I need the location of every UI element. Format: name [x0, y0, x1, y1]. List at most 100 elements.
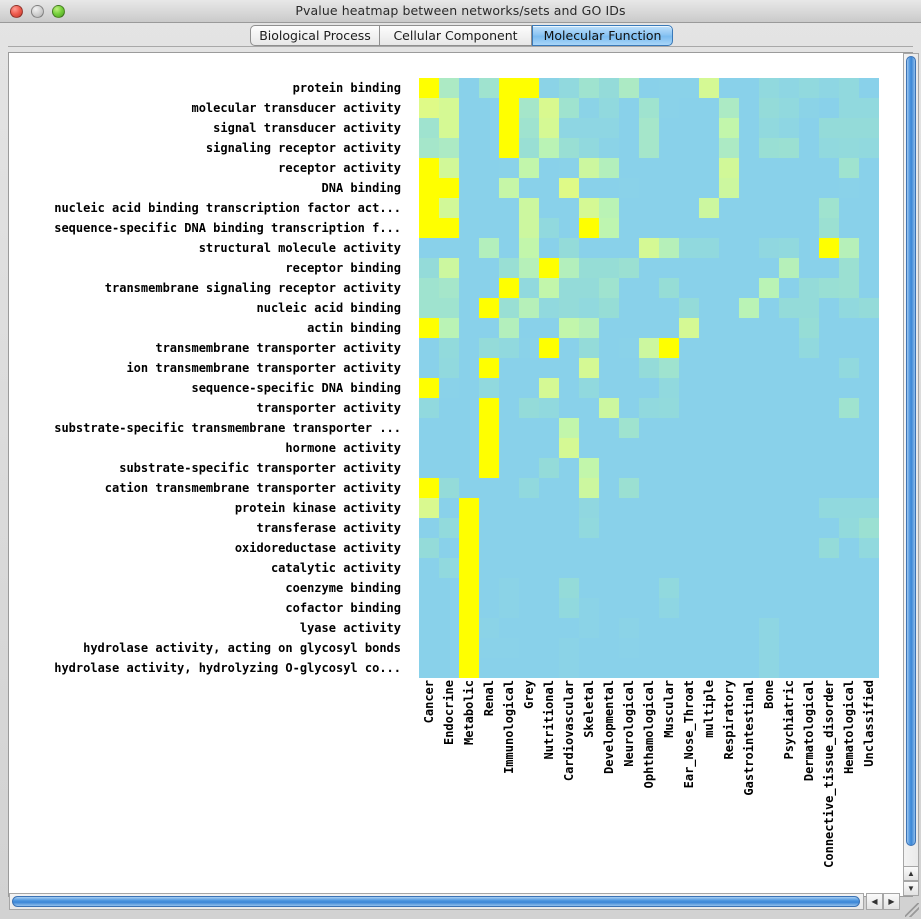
heatmap-cell[interactable]: [719, 318, 739, 338]
heatmap-cell[interactable]: [419, 318, 439, 338]
heatmap-cell[interactable]: [539, 358, 559, 378]
heatmap-cell[interactable]: [619, 78, 639, 98]
heatmap-cell[interactable]: [839, 158, 859, 178]
heatmap-cell[interactable]: [559, 178, 579, 198]
heatmap-cell[interactable]: [739, 278, 759, 298]
heatmap-cell[interactable]: [559, 538, 579, 558]
heatmap-cell[interactable]: [419, 638, 439, 658]
heatmap-cell[interactable]: [839, 538, 859, 558]
heatmap-cell[interactable]: [639, 198, 659, 218]
heatmap-cell[interactable]: [739, 338, 759, 358]
heatmap-cell[interactable]: [779, 338, 799, 358]
heatmap-cell[interactable]: [819, 78, 839, 98]
heatmap-cell[interactable]: [659, 658, 679, 678]
heatmap-cell[interactable]: [819, 358, 839, 378]
heatmap-cell[interactable]: [479, 318, 499, 338]
heatmap-cell[interactable]: [499, 418, 519, 438]
heatmap-cell[interactable]: [639, 598, 659, 618]
heatmap-cell[interactable]: [759, 498, 779, 518]
heatmap-cell[interactable]: [599, 98, 619, 118]
heatmap-cell[interactable]: [819, 338, 839, 358]
heatmap-cell[interactable]: [719, 558, 739, 578]
heatmap-cell[interactable]: [499, 518, 519, 538]
heatmap-cell[interactable]: [619, 278, 639, 298]
heatmap-cell[interactable]: [799, 458, 819, 478]
heatmap-cell[interactable]: [699, 318, 719, 338]
heatmap-cell[interactable]: [419, 238, 439, 258]
heatmap-cell[interactable]: [859, 658, 879, 678]
heatmap-cell[interactable]: [519, 78, 539, 98]
heatmap-cell[interactable]: [759, 378, 779, 398]
heatmap-cell[interactable]: [779, 78, 799, 98]
heatmap-cell[interactable]: [579, 658, 599, 678]
heatmap-cell[interactable]: [779, 458, 799, 478]
heatmap-cell[interactable]: [819, 318, 839, 338]
heatmap-cell[interactable]: [719, 598, 739, 618]
heatmap-cell[interactable]: [779, 358, 799, 378]
heatmap-cell[interactable]: [539, 598, 559, 618]
heatmap-cell[interactable]: [679, 358, 699, 378]
heatmap-cell[interactable]: [439, 218, 459, 238]
heatmap-cell[interactable]: [539, 498, 559, 518]
heatmap-cell[interactable]: [679, 618, 699, 638]
heatmap-cell[interactable]: [599, 198, 619, 218]
heatmap-cell[interactable]: [639, 498, 659, 518]
heatmap-cell[interactable]: [739, 98, 759, 118]
heatmap-cell[interactable]: [559, 118, 579, 138]
heatmap-cell[interactable]: [599, 498, 619, 518]
heatmap-cell[interactable]: [559, 218, 579, 238]
heatmap-cell[interactable]: [859, 258, 879, 278]
heatmap-cell[interactable]: [639, 338, 659, 358]
heatmap-cell[interactable]: [779, 578, 799, 598]
heatmap-cell[interactable]: [599, 178, 619, 198]
heatmap-cell[interactable]: [539, 558, 559, 578]
heatmap-cell[interactable]: [459, 458, 479, 478]
heatmap-cell[interactable]: [699, 358, 719, 378]
heatmap-cell[interactable]: [499, 298, 519, 318]
heatmap-cell[interactable]: [819, 98, 839, 118]
heatmap-cell[interactable]: [819, 598, 839, 618]
heatmap-cell[interactable]: [499, 218, 519, 238]
heatmap-cell[interactable]: [679, 158, 699, 178]
heatmap-cell[interactable]: [639, 178, 659, 198]
heatmap-cell[interactable]: [459, 518, 479, 538]
heatmap-cell[interactable]: [579, 538, 599, 558]
heatmap-cell[interactable]: [739, 378, 759, 398]
heatmap-cell[interactable]: [459, 118, 479, 138]
heatmap-cell[interactable]: [439, 358, 459, 378]
heatmap-cell[interactable]: [599, 398, 619, 418]
heatmap-cell[interactable]: [719, 98, 739, 118]
heatmap-cell[interactable]: [859, 378, 879, 398]
heatmap-cell[interactable]: [799, 418, 819, 438]
heatmap-cell[interactable]: [519, 538, 539, 558]
heatmap-cell[interactable]: [499, 598, 519, 618]
heatmap-cell[interactable]: [519, 258, 539, 278]
heatmap-cell[interactable]: [479, 578, 499, 598]
heatmap-cell[interactable]: [859, 218, 879, 238]
heatmap-cell[interactable]: [539, 158, 559, 178]
heatmap-cell[interactable]: [679, 178, 699, 198]
heatmap-cell[interactable]: [439, 338, 459, 358]
heatmap-cell[interactable]: [599, 418, 619, 438]
heatmap-cell[interactable]: [519, 178, 539, 198]
heatmap-cell[interactable]: [699, 578, 719, 598]
heatmap-cell[interactable]: [599, 118, 619, 138]
heatmap-cell[interactable]: [839, 578, 859, 598]
heatmap-cell[interactable]: [839, 458, 859, 478]
heatmap-cell[interactable]: [499, 138, 519, 158]
heatmap-cell[interactable]: [679, 478, 699, 498]
heatmap-cell[interactable]: [699, 458, 719, 478]
heatmap-cell[interactable]: [599, 238, 619, 258]
heatmap-cell[interactable]: [859, 178, 879, 198]
heatmap-cell[interactable]: [799, 198, 819, 218]
heatmap-cell[interactable]: [739, 398, 759, 418]
heatmap-cell[interactable]: [659, 258, 679, 278]
heatmap-cell[interactable]: [859, 638, 879, 658]
heatmap-cell[interactable]: [859, 598, 879, 618]
heatmap-cell[interactable]: [599, 318, 619, 338]
heatmap-grid[interactable]: [419, 78, 879, 678]
heatmap-cell[interactable]: [499, 278, 519, 298]
heatmap-cell[interactable]: [499, 358, 519, 378]
heatmap-cell[interactable]: [819, 638, 839, 658]
heatmap-cell[interactable]: [719, 118, 739, 138]
